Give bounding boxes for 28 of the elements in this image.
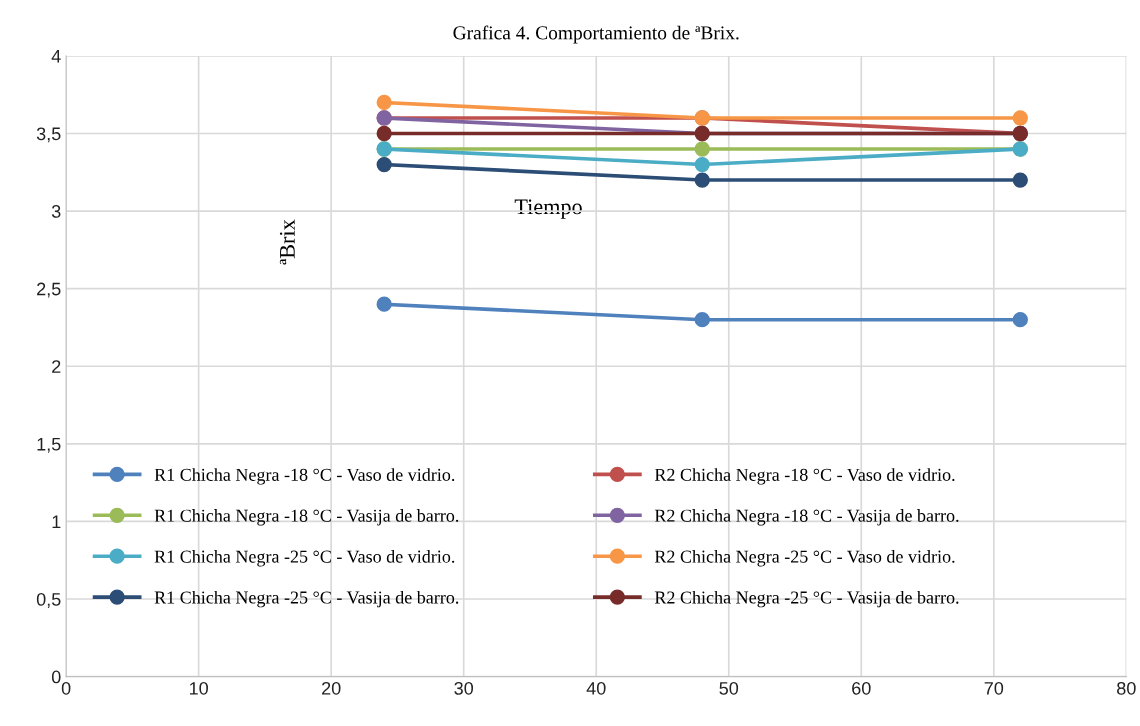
legend-label: R2 Chicha Negra -25 °C - Vasija de barro. — [654, 590, 959, 608]
x-tick-label: 20 — [322, 681, 341, 695]
y-tick-label: 2,5 — [37, 282, 61, 298]
x-tick-label: 80 — [1117, 681, 1136, 695]
x-tick-label: 0 — [61, 681, 71, 695]
chart-title: Grafica 4. Comportamiento de ªBrix. — [453, 25, 739, 44]
x-tick-label: 30 — [454, 681, 474, 695]
x-tick-label: 60 — [852, 681, 871, 695]
y-tick-label: 3,5 — [36, 127, 61, 143]
y-axis-title: ªBrix — [279, 219, 295, 265]
y-tick-label: 2 — [52, 360, 61, 373]
legend-label: R1 Chicha Negra -18 °C - Vaso de vidrio. — [154, 468, 455, 485]
y-tick-label: 1,5 — [37, 437, 61, 453]
y-tick-label: 4 — [51, 50, 61, 63]
y-tick-label: 3 — [51, 205, 61, 218]
legend-label: R2 Chicha Negra -18 °C - Vaso de vidrio. — [654, 468, 955, 485]
y-tick-label: 0 — [51, 670, 61, 684]
legend-label: R1 Chicha Negra -18 °C - Vasija de barro. — [154, 509, 459, 526]
legend-label: R2 Chicha Negra -25 °C - Vaso de vidrio. — [654, 550, 955, 567]
y-tick-label: 1 — [52, 515, 61, 528]
legend-label: R1 Chicha Negra -25 °C - Vasija de barro. — [154, 590, 459, 608]
legend-label: R2 Chicha Negra -18 °C - Vasija de barro. — [654, 509, 959, 526]
x-tick-label: 50 — [719, 681, 739, 695]
y-tick-label: 0,5 — [36, 592, 61, 608]
x-tick-label: 70 — [984, 681, 1004, 695]
x-tick-label: 40 — [586, 681, 606, 695]
legend-label: R1 Chicha Negra -25 °C - Vaso de vidrio. — [154, 550, 455, 567]
x-tick-label: 10 — [189, 681, 208, 695]
